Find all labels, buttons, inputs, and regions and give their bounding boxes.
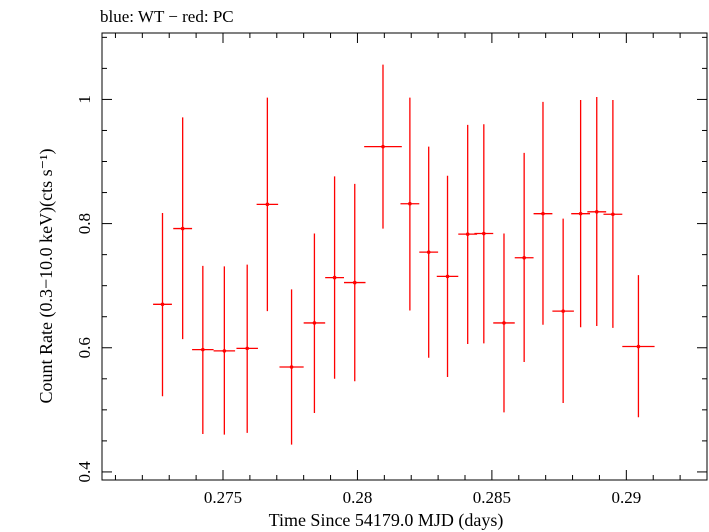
data-point (533, 101, 553, 325)
point-marker (201, 347, 205, 352)
data-point (458, 124, 478, 345)
data-point (622, 275, 655, 418)
data-point (400, 97, 420, 311)
data-point (325, 176, 344, 379)
data-point (256, 97, 279, 312)
y-tick-label: 0.6 (75, 337, 94, 358)
data-point (603, 100, 623, 328)
plot-frame (101, 32, 708, 481)
data-point (364, 64, 402, 229)
data-point (587, 96, 607, 327)
data-point (419, 146, 439, 358)
data-points (153, 64, 655, 445)
chart-title: blue: WT − red: PC (100, 7, 234, 26)
point-marker (522, 255, 526, 260)
point-marker (265, 202, 270, 207)
data-point (192, 265, 214, 435)
data-point (571, 100, 591, 328)
data-point (344, 183, 366, 382)
point-marker (408, 201, 412, 206)
data-point (493, 233, 515, 413)
x-axis-label: Time Since 54179.0 MJD (days) (269, 510, 504, 531)
x-tick-label: 0.29 (611, 488, 641, 507)
y-tick-label: 0.4 (75, 461, 94, 483)
x-tick-label: 0.285 (473, 488, 511, 507)
point-marker (541, 211, 545, 216)
data-point (514, 152, 534, 363)
point-marker (312, 321, 317, 325)
data-point (153, 213, 172, 397)
point-marker (245, 346, 249, 351)
data-point (552, 218, 574, 404)
data-point (474, 124, 494, 344)
point-marker (426, 250, 431, 254)
axis-ticks (102, 33, 708, 480)
point-marker (636, 344, 641, 349)
data-point (213, 266, 236, 435)
x-tick-label: 0.275 (204, 488, 242, 507)
data-point (279, 289, 304, 445)
point-marker (594, 210, 599, 214)
point-marker (561, 309, 565, 313)
data-point (436, 175, 459, 377)
data-point (236, 264, 258, 433)
y-tick-label: 0.8 (75, 213, 94, 234)
point-marker (381, 144, 385, 149)
point-marker (465, 232, 470, 236)
point-marker (352, 280, 357, 285)
point-marker (222, 349, 227, 353)
y-axis-label: Count Rate (0.3−10.0 keV)(cts s⁻¹) (36, 148, 57, 403)
point-marker (445, 274, 450, 279)
point-marker (611, 212, 615, 217)
x-tick-label: 0.28 (343, 488, 373, 507)
point-marker (502, 321, 506, 325)
point-marker (332, 275, 337, 280)
y-tick-label: 1 (75, 95, 94, 104)
point-marker (289, 365, 294, 369)
point-marker (482, 231, 486, 236)
data-point (173, 117, 193, 340)
tick-labels: 0.275 0.28 0.285 0.29 0.4 0.6 0.8 1 (75, 95, 641, 507)
point-marker (578, 211, 583, 216)
data-point (303, 233, 326, 413)
point-marker (160, 302, 165, 307)
point-marker (180, 226, 185, 231)
